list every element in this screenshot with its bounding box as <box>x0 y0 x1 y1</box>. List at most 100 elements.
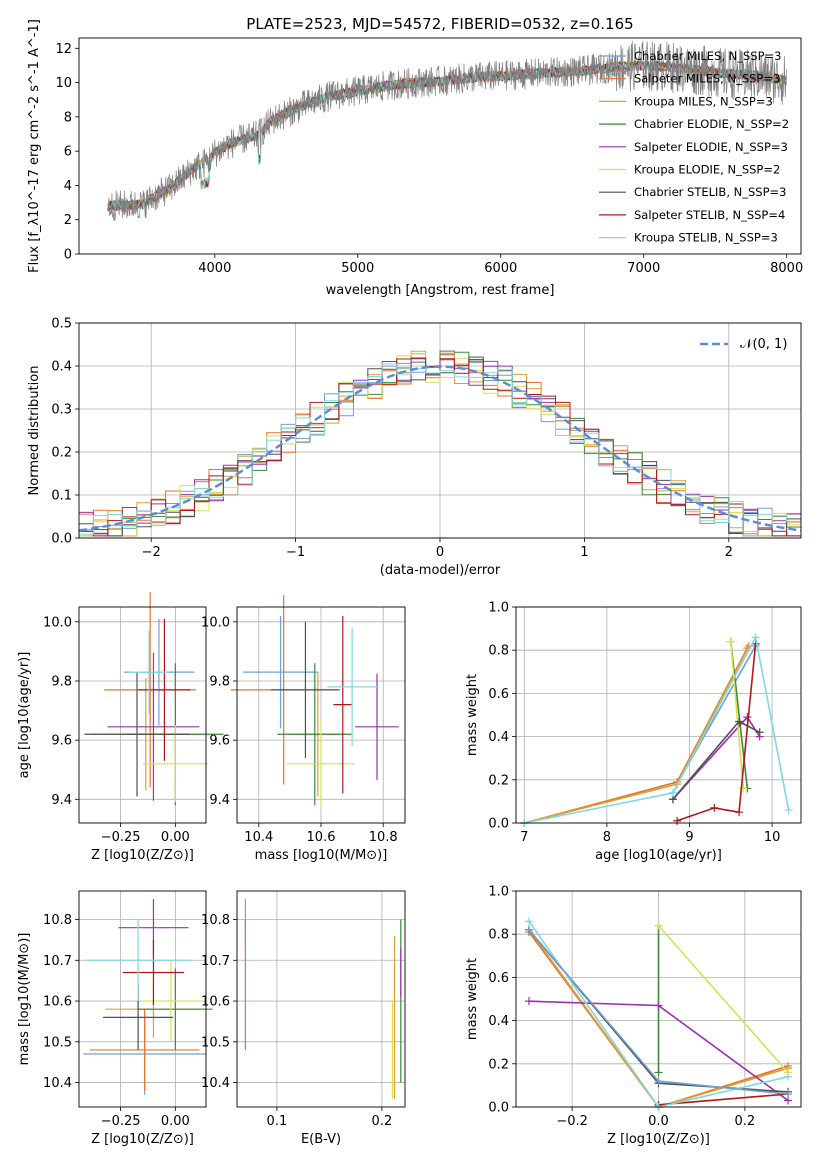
y-tick-label: 0.0 <box>51 532 72 547</box>
legend-entry: Kroupa ELODIE, N_SSP=2 <box>634 163 780 177</box>
y-tick-label: 0.5 <box>51 317 72 332</box>
x-axis-label: Z [log10(Z/Z⊙)] <box>91 1132 194 1147</box>
mass-weight-marker <box>654 1077 663 1086</box>
mass-weight-line <box>730 641 744 789</box>
legend-entry: Chabrier ELODIE, N_SSP=2 <box>634 117 789 131</box>
normal-curve <box>78 365 802 532</box>
mass-weight-marker <box>735 717 744 726</box>
x-tick-label: 10.4 <box>244 830 273 845</box>
legend-entry: Chabrier MILES, N_SSP=3 <box>634 49 781 63</box>
x-tick-label: 8000 <box>770 261 803 276</box>
x-axis-label: wavelength [Angstrom, rest frame] <box>326 283 555 298</box>
y-axis-label: age [log10(age/yr)] <box>17 652 32 779</box>
y-axis-label: mass weight <box>465 958 480 1040</box>
x-tick-label: 0.2 <box>372 1114 393 1129</box>
mass-weight-marker <box>784 1090 793 1099</box>
observed-spectrum-line <box>107 40 787 222</box>
axes-frame <box>236 606 406 824</box>
mass-weight-line <box>658 1093 789 1106</box>
mass-weight-marker <box>710 803 719 812</box>
y-tick-label: 9.8 <box>209 674 230 689</box>
axes-frame <box>515 606 802 824</box>
x-tick-label: 10.8 <box>369 830 398 845</box>
x-axis-label: E(B-V) <box>301 1132 341 1147</box>
mass-weight-line <box>524 647 749 824</box>
x-tick-label: 0.00 <box>161 1114 190 1129</box>
axes-frame <box>78 890 207 1108</box>
mass-weight-marker <box>726 637 735 646</box>
y-tick-label: 9.8 <box>51 674 72 689</box>
y-tick-label: 10.4 <box>201 1076 230 1091</box>
spectrum-title: PLATE=2523, MJD=54572, FIBERID=0532, z=0… <box>246 15 633 33</box>
mass-weight-marker <box>755 728 764 737</box>
x-axis-label: (data-model)/error <box>380 563 501 578</box>
y-tick-label: 8 <box>64 110 72 125</box>
x-tick-label: 4000 <box>198 261 231 276</box>
age-vs-metallicity-plot: −0.25 0.00 9.4 9.6 9.8 10.0 Z [log10(Z/Z⊙)] age… <box>17 592 224 863</box>
x-tick-label: 0.0 <box>648 1114 669 1129</box>
y-tick-label: 0.2 <box>488 1057 509 1072</box>
x-tick-label: 0 <box>436 545 444 560</box>
x-tick-label: 7000 <box>627 261 660 276</box>
x-tick-label: 0.1 <box>267 1114 288 1129</box>
mass-weight-marker <box>524 925 533 934</box>
x-tick-label: 0.00 <box>161 830 190 845</box>
x-tick-label: 9 <box>685 830 693 845</box>
y-tick-label: 0.1 <box>51 489 72 504</box>
x-tick-label: −2 <box>142 545 161 560</box>
mass-weight-marker <box>784 806 793 815</box>
x-tick-label: 10 <box>764 830 781 845</box>
y-tick-label: 9.6 <box>209 734 230 749</box>
histogram-steps <box>79 353 801 537</box>
x-tick-label: 8 <box>603 830 611 845</box>
y-tick-label: 10.6 <box>201 995 230 1010</box>
mass-weight-vs-metallicity-plot: −0.2 0.0 0.2 0.0 0.2 0.4 0.6 0.8 1.0 Z [log10(Z/Z… <box>465 885 802 1147</box>
y-tick-label: 0 <box>64 248 72 263</box>
mass-weight-marker <box>668 788 677 797</box>
y-tick-label: 0.0 <box>488 1101 509 1116</box>
y-tick-label: 10.0 <box>43 615 72 630</box>
x-axis-label: Z [log10(Z/Z⊙)] <box>91 848 194 863</box>
legend-entry: Kroupa STELIB, N_SSP=3 <box>634 231 778 245</box>
y-tick-label: 0.4 <box>51 360 72 375</box>
y-axis-label: mass [log10(M/M⊙)] <box>17 933 32 1066</box>
x-tick-label: 6000 <box>484 261 517 276</box>
x-axis-label: mass [log10(M/M⊙)] <box>255 848 388 863</box>
y-tick-label: 10.7 <box>43 954 72 969</box>
y-tick-label: 10.6 <box>43 995 72 1010</box>
mass-weight-line <box>524 634 790 824</box>
y-tick-label: 0.2 <box>51 446 72 461</box>
x-tick-label: −0.25 <box>101 1114 141 1129</box>
legend-entry: Kroupa MILES, N_SSP=3 <box>634 94 773 108</box>
y-tick-label: 9.4 <box>51 793 72 808</box>
y-tick-label: 10.0 <box>201 615 230 630</box>
y-tick-label: 1.0 <box>488 601 509 616</box>
histogram-steps <box>79 356 801 537</box>
legend-entry: Salpeter STELIB, N_SSP=4 <box>634 208 785 222</box>
x-tick-label: 1 <box>580 545 588 560</box>
x-tick-label: −0.2 <box>556 1114 588 1129</box>
y-axis-label: Flux [f_λ10^-17 erg cm^-2 s^-1 A^-1] <box>27 19 42 273</box>
mass-weight-marker <box>735 808 744 817</box>
y-tick-label: 0.3 <box>51 403 72 418</box>
mass-weight-line <box>676 643 757 822</box>
x-axis-label: age [log10(age/yr)] <box>595 848 722 863</box>
x-tick-label: 7 <box>520 830 528 845</box>
y-tick-label: 10.5 <box>201 1035 230 1050</box>
y-tick-label: 10.5 <box>43 1035 72 1050</box>
x-tick-label: −1 <box>286 545 305 560</box>
legend-entry: 𝒩(0, 1) <box>740 337 787 352</box>
legend-entry: Chabrier STELIB, N_SSP=3 <box>634 185 786 199</box>
axes-frame <box>236 890 406 1108</box>
legend-entry: Salpeter ELODIE, N_SSP=3 <box>634 140 788 154</box>
x-tick-label: 0.2 <box>735 1114 756 1129</box>
y-tick-label: 2 <box>64 213 72 228</box>
y-tick-label: 10 <box>55 76 72 91</box>
mass-weight-line <box>657 925 789 1073</box>
x-tick-label: −0.25 <box>101 830 141 845</box>
mass-weight-marker <box>784 1072 793 1081</box>
y-tick-label: 0.8 <box>488 644 509 659</box>
histogram-steps <box>79 363 801 537</box>
axes-frame <box>78 37 802 255</box>
